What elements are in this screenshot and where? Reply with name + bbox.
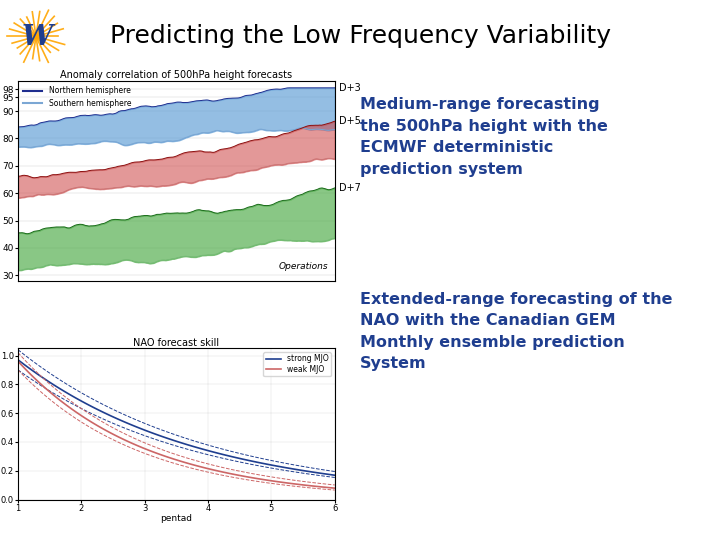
strong MJO bbox=[305, 468, 313, 475]
strong MJO bbox=[177, 440, 186, 446]
strong MJO bbox=[315, 470, 323, 476]
weak MJO bbox=[177, 458, 186, 464]
Text: Predicting the Low Frequency Variability: Predicting the Low Frequency Variability bbox=[109, 24, 611, 48]
Legend: Northern hemisphere, Southern hemisphere: Northern hemisphere, Southern hemisphere bbox=[22, 85, 132, 110]
weak MJO bbox=[330, 485, 339, 491]
Line: strong MJO: strong MJO bbox=[18, 360, 335, 475]
Text: W: W bbox=[22, 24, 53, 51]
strong MJO bbox=[14, 356, 22, 363]
strong MJO bbox=[202, 447, 211, 454]
X-axis label: pentad: pentad bbox=[161, 514, 192, 523]
Text: D+7: D+7 bbox=[339, 183, 361, 193]
weak MJO bbox=[74, 411, 83, 417]
weak MJO bbox=[14, 358, 22, 365]
strong MJO bbox=[330, 472, 339, 478]
weak MJO bbox=[305, 482, 313, 489]
Text: Operations: Operations bbox=[279, 262, 328, 271]
Text: Extended-range forecasting of the
NAO with the Canadian GEM
Monthly ensemble pre: Extended-range forecasting of the NAO wi… bbox=[360, 292, 672, 372]
weak MJO bbox=[315, 483, 323, 490]
Text: D+3: D+3 bbox=[339, 83, 361, 93]
Title: NAO forecast skill: NAO forecast skill bbox=[133, 338, 220, 348]
strong MJO bbox=[87, 403, 96, 410]
weak MJO bbox=[87, 419, 96, 426]
Line: weak MJO: weak MJO bbox=[18, 361, 335, 488]
weak MJO bbox=[202, 465, 211, 471]
Text: Medium-range forecasting
the 500hPa height with the
ECMWF deterministic
predicti: Medium-range forecasting the 500hPa heig… bbox=[360, 97, 608, 177]
Text: D+5: D+5 bbox=[339, 116, 361, 126]
Legend: strong MJO, weak MJO: strong MJO, weak MJO bbox=[264, 352, 331, 376]
Title: Anomaly correlation of 500hPa height forecasts: Anomaly correlation of 500hPa height for… bbox=[60, 70, 292, 80]
strong MJO bbox=[74, 396, 83, 403]
